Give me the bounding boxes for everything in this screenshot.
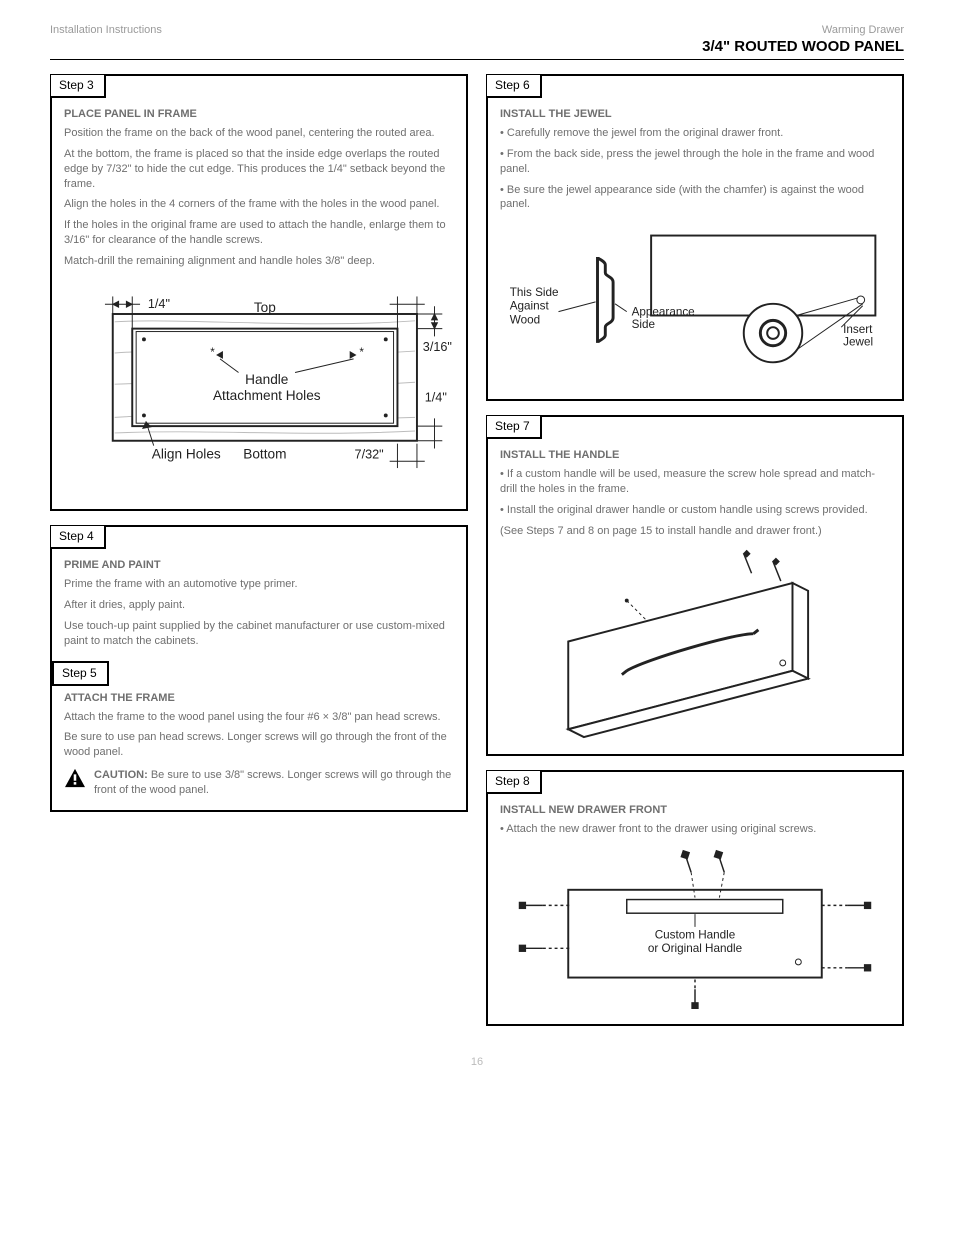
svg-text:1/4": 1/4": [148, 297, 170, 311]
step7-label: Step 7: [487, 416, 542, 439]
step3-label: Step 3: [51, 75, 106, 98]
step8-card: Step 8 INSTALL NEW DRAWER FRONT • Attach…: [486, 770, 904, 1026]
step4-5-card: Step 4 PRIME AND PAINT Prime the frame w…: [50, 525, 468, 812]
svg-text:Appearance: Appearance: [632, 306, 695, 319]
divider: [50, 59, 904, 60]
step5-subhead: ATTACH THE FRAME: [64, 692, 454, 704]
step3-p3: Align the holes in the 4 corners of the …: [64, 197, 454, 212]
step8-diagram: Custom Handle or Original Handle: [500, 843, 890, 1012]
step8-subhead: INSTALL NEW DRAWER FRONT: [500, 804, 890, 816]
step3-p1: Position the frame on the back of the wo…: [64, 126, 454, 141]
svg-text:*: *: [359, 346, 364, 359]
svg-text:Wood: Wood: [510, 314, 540, 327]
svg-text:Jewel: Jewel: [843, 336, 873, 349]
svg-text:This Side: This Side: [510, 286, 559, 299]
warning-icon: [64, 768, 86, 788]
step4-p1: Prime the frame with an automotive type …: [64, 577, 454, 592]
svg-text:Attachment Holes: Attachment Holes: [213, 388, 321, 403]
svg-text:Side: Side: [632, 318, 655, 331]
step4-p2: After it dries, apply paint.: [64, 598, 454, 613]
step7-p1: • If a custom handle will be used, measu…: [500, 467, 890, 497]
step3-diagram: * * Top Bottom Handle Attachment Holes: [64, 275, 454, 497]
svg-text:Bottom: Bottom: [243, 446, 286, 461]
step6-diagram: This Side Against Wood Appearance Side: [500, 218, 890, 387]
step6-label: Step 6: [487, 75, 542, 98]
svg-text:Align Holes: Align Holes: [152, 446, 221, 461]
caution-text: CAUTION: Be sure to use 3/8" screws. Lon…: [94, 768, 454, 798]
step6-card: Step 6 INSTALL THE JEWEL • Carefully rem…: [486, 74, 904, 401]
step5-label: Step 5: [52, 661, 109, 686]
step6-p2: • From the back side, press the jewel th…: [500, 147, 890, 177]
breadcrumb-right: Warming Drawer: [822, 24, 904, 36]
step8-p1: • Attach the new drawer front to the dra…: [500, 822, 890, 837]
svg-text:or Original Handle: or Original Handle: [648, 942, 742, 955]
step4-subhead: PRIME AND PAINT: [64, 559, 454, 571]
svg-text:Against: Against: [510, 300, 550, 313]
svg-text:Handle: Handle: [245, 372, 288, 387]
step3-p2: At the bottom, the frame is placed so th…: [64, 147, 454, 192]
step6-subhead: INSTALL THE JEWEL: [500, 108, 890, 120]
page-number: 16: [50, 1056, 904, 1068]
step7-p2: • Install the original drawer handle or …: [500, 503, 890, 518]
section-title: 3/4" ROUTED WOOD PANEL: [50, 38, 904, 59]
step7-card: Step 7 INSTALL THE HANDLE • If a custom …: [486, 415, 904, 756]
step7-diagram: [500, 544, 890, 742]
step4-p3: Use touch-up paint supplied by the cabin…: [64, 619, 454, 649]
step3-p5: Match-drill the remaining alignment and …: [64, 254, 454, 269]
step3-subhead: PLACE PANEL IN FRAME: [64, 108, 454, 120]
svg-text:Insert: Insert: [843, 323, 873, 336]
step7-subhead: INSTALL THE HANDLE: [500, 449, 890, 461]
step5-p2: Be sure to use pan head screws. Longer s…: [64, 730, 454, 760]
step3-p4: If the holes in the original frame are u…: [64, 218, 454, 248]
svg-text:*: *: [210, 346, 215, 359]
step6-p3: • Be sure the jewel appearance side (wit…: [500, 183, 890, 213]
svg-text:1/4": 1/4": [425, 391, 447, 405]
svg-text:3/16": 3/16": [423, 340, 452, 354]
step4-label: Step 4: [51, 526, 106, 549]
svg-text:7/32": 7/32": [355, 447, 384, 461]
breadcrumb-left: Installation Instructions: [50, 24, 162, 36]
step8-label: Step 8: [487, 771, 542, 794]
step7-p3: (See Steps 7 and 8 on page 15 to install…: [500, 524, 890, 539]
step3-card: Step 3 PLACE PANEL IN FRAME Position the…: [50, 74, 468, 511]
svg-text:Top: Top: [254, 300, 276, 315]
step6-p1: • Carefully remove the jewel from the or…: [500, 126, 890, 141]
step5-p1: Attach the frame to the wood panel using…: [64, 710, 454, 725]
svg-text:Custom Handle: Custom Handle: [655, 929, 736, 942]
